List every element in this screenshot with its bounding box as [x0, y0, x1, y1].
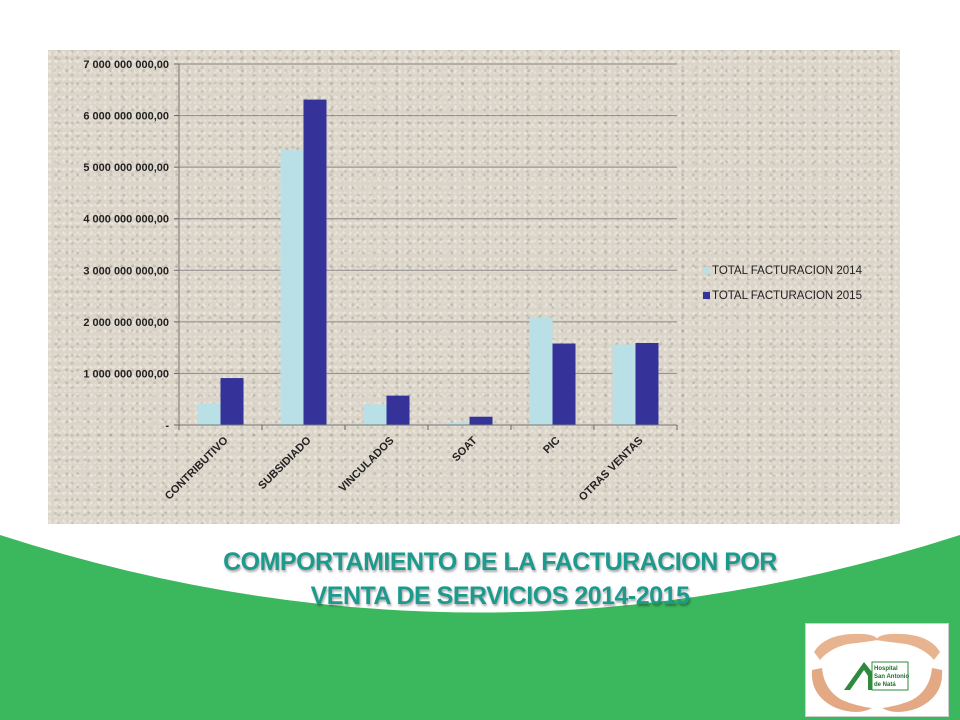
- x-category-label: CONTRIBUTIVO: [163, 434, 231, 502]
- y-tick-label: -: [165, 420, 169, 432]
- bar-chart: - 1 000 000 000,00 2 000 000 000,00 3 000 0…: [83, 59, 863, 503]
- x-category-label: PIC: [541, 435, 562, 456]
- bar-2014-vinculados: [363, 404, 387, 425]
- axes: [178, 64, 678, 430]
- bar-2015-vinculados: [386, 395, 410, 425]
- y-tick-label: 2 000 000 000,00: [83, 317, 169, 329]
- bar-2015-soat: [469, 416, 493, 425]
- legend: TOTAL FACTURACION 2014 TOTAL FACTURACION …: [703, 265, 863, 302]
- chart-panel: - 1 000 000 000,00 2 000 000 000,00 3 000 0…: [48, 50, 900, 524]
- x-category-label: SUBSIDIADO: [256, 434, 314, 492]
- y-tick-label: 6 000 000 000,00: [83, 111, 169, 123]
- x-category-label: OTRAS VENTAS: [577, 435, 646, 504]
- bar-2014-contributivo: [197, 403, 221, 425]
- y-tick-label: 5 000 000 000,00: [83, 162, 169, 174]
- x-category-label: SOAT: [450, 434, 480, 464]
- green-band: [0, 535, 960, 720]
- legend-swatch-1: [703, 292, 710, 299]
- caption-line-2: VENTA DE SERVICIOS 2014-2015: [310, 582, 690, 610]
- bar-2014-pic: [529, 317, 553, 425]
- gridlines: [174, 63, 677, 426]
- legend-swatch-0: [703, 267, 710, 274]
- caption-line-1: COMPORTAMIENTO DE LA FACTURACION POR: [223, 548, 777, 576]
- bar-2014-otras-ventas: [612, 344, 636, 425]
- bar-2014-soat: [446, 422, 470, 425]
- svg-text:San Antonio: San Antonio: [874, 674, 909, 680]
- hands-logo-icon: Hospital San Antonio de Natá: [811, 633, 943, 712]
- bar-2015-pic: [552, 343, 576, 425]
- x-category-label: VINCULADOS: [337, 435, 397, 495]
- slide-caption: COMPORTAMIENTO DE LA FACTURACION POR VEN…: [150, 545, 850, 613]
- bars: [197, 99, 659, 426]
- bar-2015-subsidiado: [303, 99, 327, 425]
- svg-text:de Natá: de Natá: [874, 682, 896, 688]
- bar-2014-subsidiado: [280, 150, 304, 426]
- y-tick-label: 1 000 000 000,00: [83, 368, 169, 380]
- category-labels: CONTRIBUTIVO SUBSIDIADO VINCULADOS SOAT PIC O…: [163, 434, 646, 503]
- hospital-logo: Hospital San Antonio de Natá: [805, 623, 949, 717]
- y-tick-label: 4 000 000 000,00: [83, 214, 169, 226]
- bar-2015-otras-ventas: [635, 343, 659, 425]
- legend-entry-1: TOTAL FACTURACION 2015: [712, 290, 862, 302]
- y-tick-label: 7 000 000 000,00: [83, 59, 169, 71]
- y-axis-ticks: - 1 000 000 000,00 2 000 000 000,00 3 000 0…: [83, 59, 169, 432]
- legend-entry-0: TOTAL FACTURACION 2014: [712, 265, 863, 277]
- bar-2015-contributivo: [220, 378, 244, 425]
- y-tick-label: 3 000 000 000,00: [83, 265, 169, 277]
- svg-text:Hospital: Hospital: [874, 666, 898, 672]
